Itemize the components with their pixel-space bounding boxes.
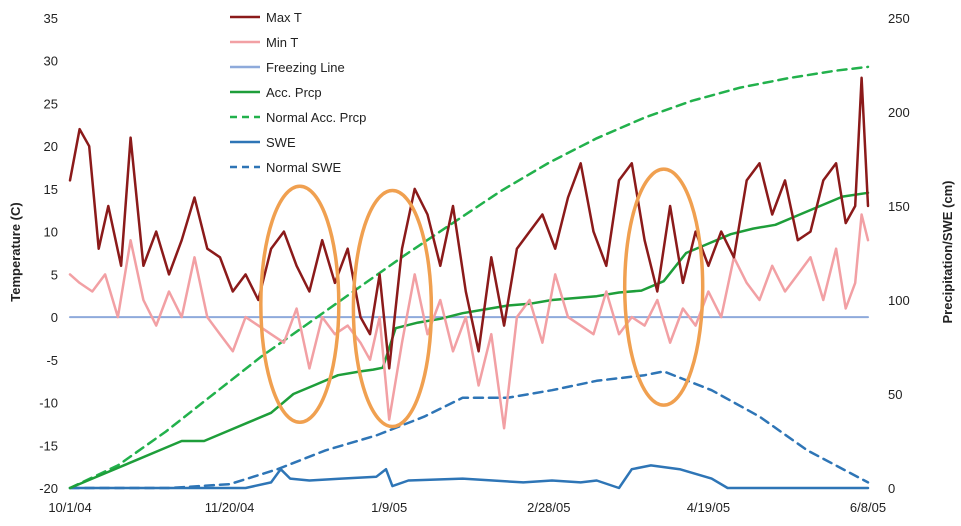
highlight-ellipse — [622, 167, 705, 407]
y-tick-label-right: 0 — [888, 481, 895, 496]
highlight-ellipses — [259, 167, 705, 429]
y-tick-label-right: 50 — [888, 387, 902, 402]
x-tick-label: 6/8/05 — [850, 500, 886, 515]
legend-label: SWE — [266, 135, 296, 150]
legend: Max T Min T Freezing Line Acc. Prcp Normal A… — [230, 10, 366, 175]
x-tick-label: 4/19/05 — [687, 500, 730, 515]
y-tick-label-left: -5 — [46, 353, 58, 368]
y-tick-label-left: 15 — [44, 182, 58, 197]
highlight-ellipse — [351, 188, 434, 429]
series-line-max-t — [68, 76, 870, 370]
x-tick-label: 1/9/05 — [371, 500, 407, 515]
x-tick-label: 2/28/05 — [527, 500, 570, 515]
legend-label: Normal Acc. Prcp — [266, 110, 366, 125]
x-axis: 10/1/04 11/20/04 1/9/05 2/28/05 4/19/05 6/8/0… — [48, 500, 886, 515]
y-axis-right: 0 50 100 150 200 250 — [888, 11, 910, 496]
y-tick-label-left: -15 — [39, 438, 58, 453]
y-tick-label-left: 5 — [51, 267, 58, 282]
y-tick-label-right: 100 — [888, 293, 910, 308]
x-tick-label: 11/20/04 — [205, 500, 255, 515]
y-tick-label-left: 25 — [44, 96, 58, 111]
y-axis-title-right: Precipitation/SWE (cm) — [940, 180, 955, 323]
y-tick-label-left: 20 — [44, 139, 58, 154]
y-tick-label-left: 10 — [44, 225, 58, 240]
series-line-min-t — [68, 213, 870, 430]
plot-area — [68, 65, 870, 490]
y-tick-label-left: 35 — [44, 11, 58, 26]
series-line-normal-acc-prcp — [68, 65, 870, 490]
series-line-normal-swe — [68, 370, 870, 490]
legend-label: Normal SWE — [266, 160, 341, 175]
y-tick-label-left: 0 — [51, 310, 58, 325]
legend-label: Freezing Line — [266, 60, 345, 75]
y-tick-label-right: 250 — [888, 11, 910, 26]
y-tick-label-left: -20 — [39, 481, 58, 496]
y-axis-left: -20 -15 -10 -5 0 5 10 15 20 25 30 35 — [39, 11, 58, 496]
highlight-ellipse — [259, 184, 341, 425]
y-tick-label-right: 150 — [888, 199, 910, 214]
legend-label: Min T — [266, 35, 298, 50]
series-line-swe — [68, 464, 870, 490]
series-line-acc-prcp — [68, 191, 870, 490]
legend-label: Acc. Prcp — [266, 85, 322, 100]
y-tick-label-left: 30 — [44, 54, 58, 69]
legend-label: Max T — [266, 10, 302, 25]
y-tick-label-right: 200 — [888, 105, 910, 120]
y-axis-title-left: Temperature (C) — [8, 202, 23, 301]
y-tick-label-left: -10 — [39, 396, 58, 411]
x-tick-label: 10/1/04 — [48, 500, 91, 515]
